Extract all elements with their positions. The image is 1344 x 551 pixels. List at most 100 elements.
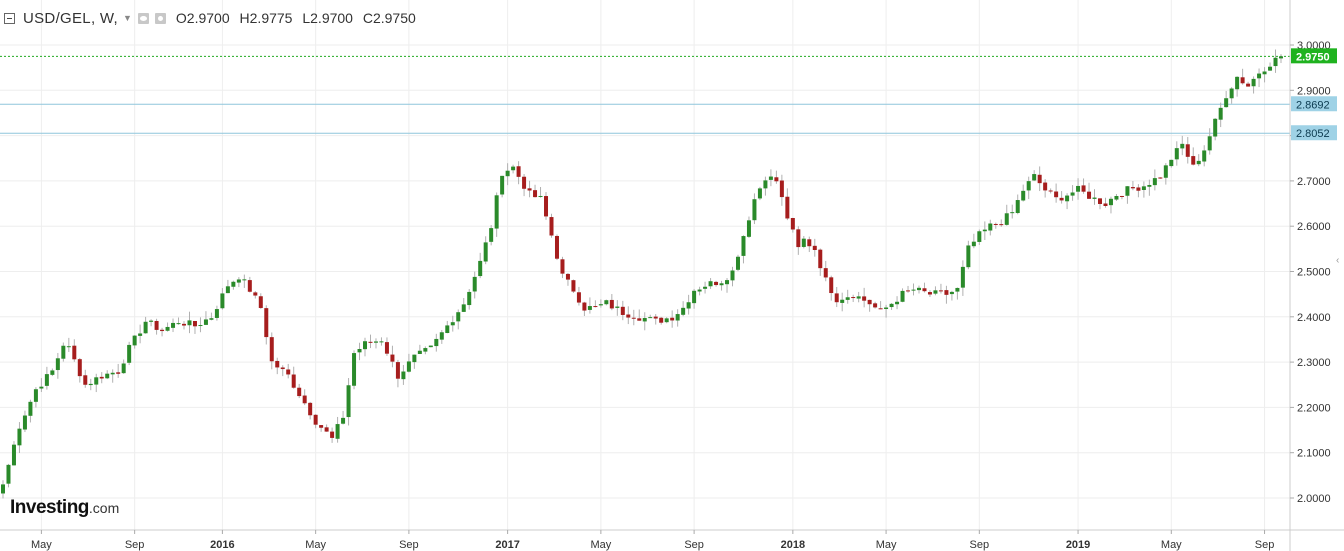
candle-up [1218,107,1223,120]
candle-up [949,291,954,295]
candle-up [538,195,543,197]
last-price-label-bg [1291,48,1337,64]
candle-up [911,289,916,291]
candle-down [807,239,812,247]
candle-up [725,280,730,285]
candle-down [533,190,538,198]
candle-up [1229,88,1234,99]
x-tick-label: May [876,539,897,551]
y-tick-label: 2.2000 [1297,402,1331,414]
price-axis[interactable]: 3.00002.90002.80002.70002.60002.50002.40… [1289,0,1331,551]
candle-up [840,299,845,303]
candle-up [412,354,417,363]
candle-up [494,195,499,229]
candle-up [1174,148,1179,160]
candle-up [94,377,99,385]
chevron-down-icon[interactable]: ▼ [123,13,132,23]
candle-down [620,306,625,315]
candle-up [110,372,115,375]
chart-header: USD/GEL, W, ▼ O2.9700 H2.9775 L2.9700 C2… [0,0,1290,36]
candle-down [253,292,258,296]
candle-down [862,296,867,301]
x-tick-label: May [31,539,52,551]
candle-down [247,280,252,292]
candle-up [757,188,762,199]
price-labels: 2.8692 2.8052 2.9750 [1291,48,1337,141]
candle-down [291,374,296,388]
candle-up [149,320,154,322]
chevron-left-icon[interactable]: ‹ [1336,255,1340,266]
candle-up [966,245,971,268]
candle-up [461,304,466,312]
candle-up [456,312,461,322]
candle-down [714,281,719,286]
y-tick-label: 2.9000 [1297,85,1331,97]
candle-up [916,287,921,291]
y-tick-label: 2.0000 [1297,493,1331,505]
candle-up [352,353,357,386]
candle-down [275,360,280,368]
candle-up [884,307,889,310]
candle-up [11,444,16,466]
candle-up [845,297,850,300]
candle-up [960,266,965,288]
candle-up [1196,160,1201,165]
candle-up [1004,213,1009,225]
candle-up [335,424,340,439]
candle-down [560,259,565,274]
candle-up [138,333,143,336]
candle-up [730,270,735,281]
horizontal-lines[interactable] [0,55,1290,134]
candle-up [165,326,170,331]
candle-down [313,414,318,425]
candle-up [977,231,982,242]
chart-grid [0,0,1290,530]
gear-icon[interactable] [154,12,166,24]
eye-icon[interactable] [137,12,149,24]
candle-down [319,425,324,428]
candle-up [450,322,455,326]
candle-up [423,348,428,352]
y-tick-label: 2.3000 [1297,357,1331,369]
candle-down [1185,144,1190,157]
candle-down [1054,191,1059,198]
candlesticks [1,49,1284,499]
candle-down [993,223,998,225]
candle-up [428,345,433,348]
candle-up [1251,78,1256,87]
candle-up [445,325,450,334]
candle-up [472,276,477,292]
investing-logo: Investing.com [10,497,119,519]
candle-up [171,322,176,328]
candle-up [741,236,746,256]
candle-down [1158,177,1163,179]
candle-down [1037,174,1042,184]
candle-up [675,314,680,321]
candle-down [582,302,587,311]
candle-down [790,218,795,230]
time-axis[interactable]: May Sep 2016 May Sep 2017 May Sep 2018 May Sep 2019… [0,529,1344,551]
y-tick-label: 2.4000 [1297,312,1331,324]
candle-down [1048,190,1053,192]
candle-down [302,395,307,404]
candle-up [132,335,137,346]
collapse-icon[interactable] [4,12,15,24]
candle-up [1021,190,1026,201]
candle-up [143,321,148,334]
candle-up [686,302,691,309]
candle-up [121,363,126,374]
candle-down [659,317,664,323]
candle-down [1098,198,1102,204]
x-tick-label: May [1161,539,1182,551]
candle-down [72,345,77,360]
candle-up [242,279,247,281]
hline-label: 2.8692 [1296,99,1330,111]
symbol-title[interactable]: USD/GEL, W, [23,9,118,27]
candle-up [220,293,225,309]
candle-up [1125,186,1130,196]
candle-up [22,415,27,430]
candle-down [785,196,790,219]
candle-down [368,341,373,343]
candle-down [77,359,82,377]
